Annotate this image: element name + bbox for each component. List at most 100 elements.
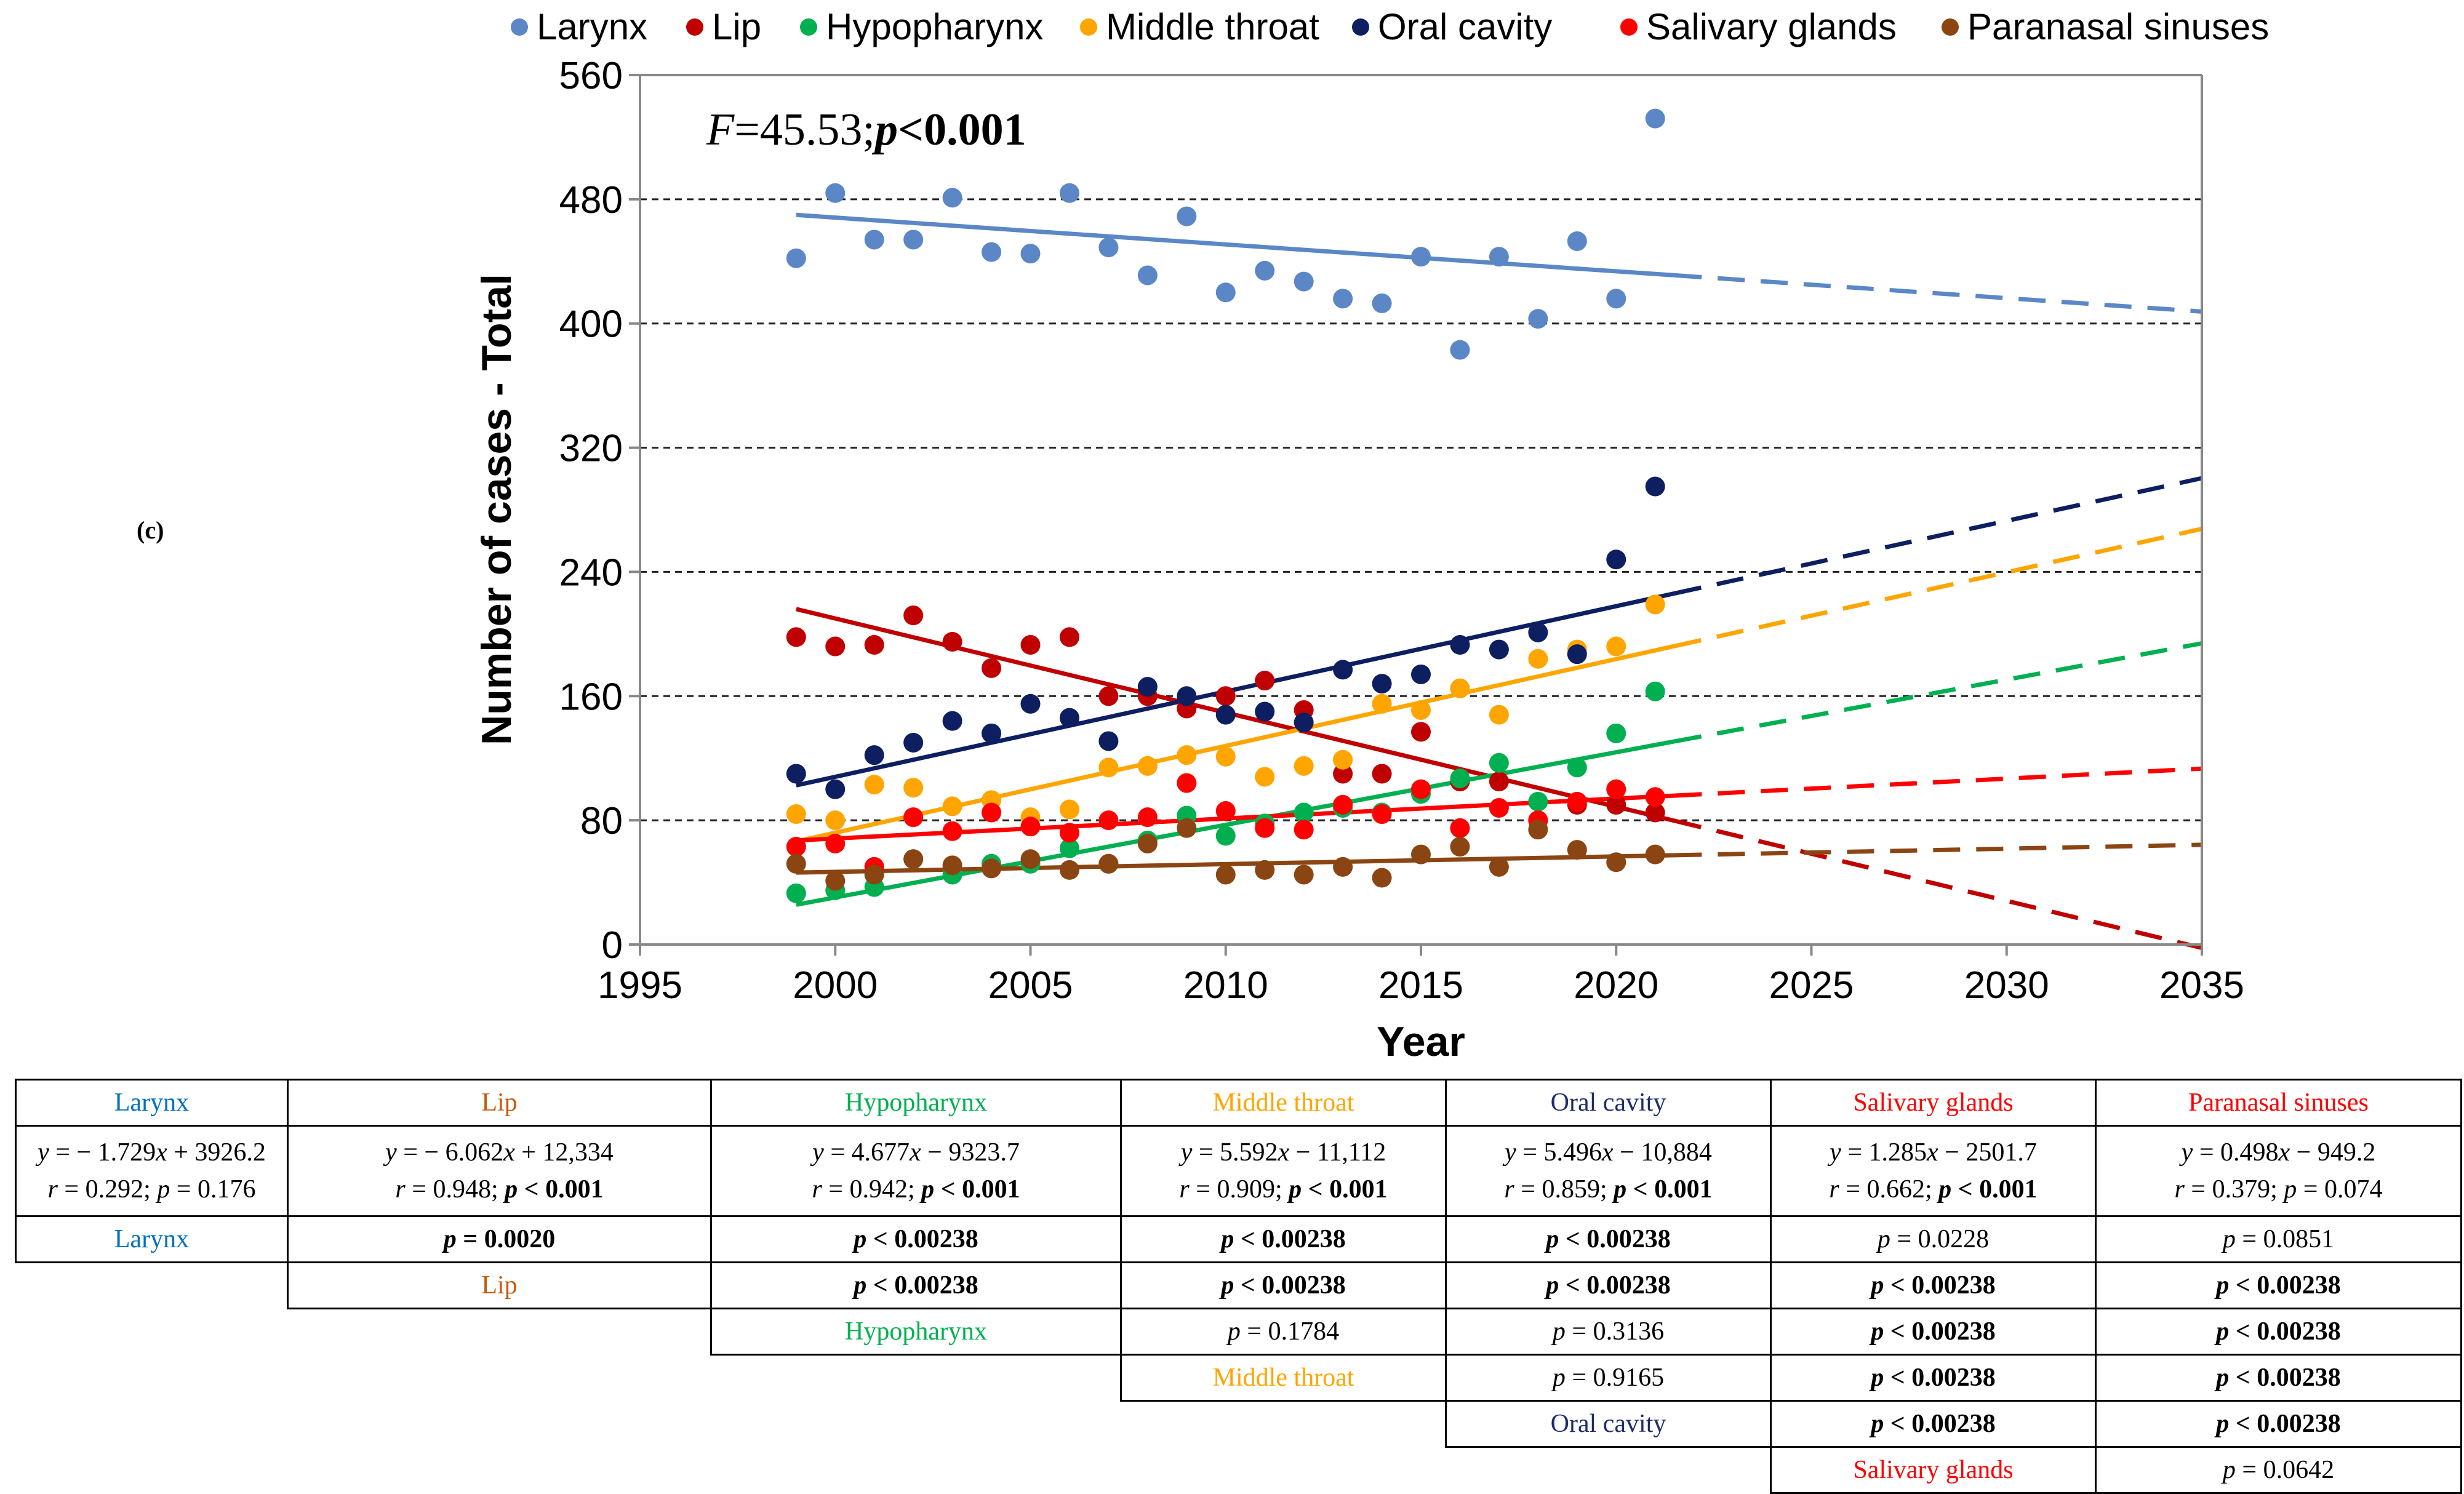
header-middle-throat: Middle throat xyxy=(1120,1079,1447,1127)
point-larynx xyxy=(1137,265,1158,286)
point-larynx xyxy=(1215,282,1236,303)
point-lip xyxy=(1606,794,1626,815)
empty-cell xyxy=(288,1355,711,1401)
chart-points xyxy=(786,108,1665,903)
chart-gridlines xyxy=(640,198,2202,821)
point-lip xyxy=(1098,686,1119,706)
regression-cell-oral-cavity: y = 5.496x − 10,884 r = 0.859; p < 0.001 xyxy=(1445,1125,1772,1217)
row-label-lip: Lip xyxy=(287,1261,712,1309)
point-middle-throat xyxy=(942,796,962,817)
pairwise-p-value: p = 0.0642 xyxy=(2095,1446,2462,1494)
point-salivary-glands xyxy=(1177,773,1197,793)
point-paranasal-sinuses xyxy=(1177,818,1197,838)
forecast-line-larynx xyxy=(1674,273,2202,314)
point-paranasal-sinuses xyxy=(1215,865,1236,885)
point-middle-throat xyxy=(1450,678,1470,698)
y-tick-label: 320 xyxy=(559,428,623,470)
y-tick-label: 400 xyxy=(559,303,623,346)
point-middle-throat xyxy=(1294,756,1314,776)
point-paranasal-sinuses xyxy=(1333,857,1353,877)
point-salivary-glands xyxy=(1645,787,1665,807)
point-oral-cavity xyxy=(982,723,1002,743)
point-lip xyxy=(786,627,806,647)
row-label-salivary-glands: Salivary glands xyxy=(1770,1446,2097,1494)
legend-label-salivary-glands: Salivary glands xyxy=(1646,6,1897,47)
point-oral-cavity xyxy=(786,764,806,784)
point-middle-throat xyxy=(1372,693,1392,714)
point-salivary-glands xyxy=(1137,807,1158,828)
point-oral-cavity xyxy=(1567,644,1587,665)
point-lip xyxy=(982,658,1002,678)
row-label-hypopharynx: Hypopharynx xyxy=(710,1308,1122,1356)
point-larynx xyxy=(1059,183,1079,203)
empty-cell xyxy=(288,1309,711,1355)
point-paranasal-sinuses xyxy=(1411,844,1431,865)
x-tick-label: 2030 xyxy=(1964,964,2049,1007)
point-oral-cavity xyxy=(1059,708,1079,728)
pairwise-p-value: p = 0.9165 xyxy=(1445,1354,1772,1402)
point-oral-cavity xyxy=(1137,677,1158,697)
point-middle-throat xyxy=(1098,757,1119,778)
x-axis-title: Year xyxy=(1377,1018,1465,1058)
point-paranasal-sinuses xyxy=(1372,868,1392,888)
point-oral-cavity xyxy=(1645,476,1665,497)
trend-line-middle-throat xyxy=(796,644,1676,844)
pairwise-p-value: p = 0.0020 xyxy=(287,1215,712,1263)
point-oral-cavity xyxy=(1489,639,1509,660)
row-label-middle-throat: Middle throat xyxy=(1120,1354,1447,1402)
point-lip xyxy=(942,631,962,652)
point-middle-throat xyxy=(1137,756,1158,776)
point-salivary-glands xyxy=(1098,810,1119,831)
point-larynx xyxy=(942,188,962,208)
point-larynx xyxy=(1645,108,1665,129)
forecast-line-hypopharynx xyxy=(1674,641,2202,744)
y-tick-label: 560 xyxy=(559,55,623,97)
point-lip xyxy=(1333,764,1353,784)
point-lip xyxy=(1059,627,1079,647)
point-oral-cavity xyxy=(1411,664,1431,684)
point-paranasal-sinuses xyxy=(1255,860,1275,880)
legend-label-middle-throat: Middle throat xyxy=(1106,6,1319,47)
point-larynx xyxy=(1528,309,1548,329)
f-test-annotation: F=45.53;p<0.001 xyxy=(706,105,1026,155)
legend-marker-middle-throat xyxy=(1080,18,1097,36)
trend-line-hypopharynx xyxy=(796,739,1676,907)
point-middle-throat xyxy=(1606,636,1626,657)
trend-line-oral-cavity xyxy=(796,591,1676,788)
point-salivary-glands xyxy=(1489,797,1509,818)
empty-cell xyxy=(288,1447,711,1493)
point-middle-throat xyxy=(1528,649,1548,669)
point-salivary-glands xyxy=(1255,818,1275,838)
pairwise-p-value: p < 0.00238 xyxy=(1770,1308,2097,1356)
point-hypopharynx xyxy=(1606,723,1626,743)
point-salivary-glands xyxy=(1567,791,1587,812)
empty-cell xyxy=(16,1263,288,1309)
point-middle-throat xyxy=(825,810,846,831)
point-paranasal-sinuses xyxy=(786,853,806,874)
point-paranasal-sinuses xyxy=(864,865,884,885)
point-hypopharynx xyxy=(1059,838,1079,858)
empty-cell xyxy=(1121,1401,1446,1447)
point-larynx xyxy=(1567,231,1587,251)
empty-cell xyxy=(16,1447,288,1493)
forecast-line-lip xyxy=(1674,818,2202,950)
pairwise-p-value: p = 0.0228 xyxy=(1770,1215,2097,1263)
regression-cell-salivary-glands: y = 1.285x − 2501.7 r = 0.662; p < 0.001 xyxy=(1770,1125,2097,1217)
pairwise-p-value: p = 0.3136 xyxy=(1445,1308,1772,1356)
empty-cell xyxy=(1446,1447,1771,1493)
header-lip: Lip xyxy=(287,1079,712,1127)
point-paranasal-sinuses xyxy=(825,871,846,891)
point-salivary-glands xyxy=(1606,779,1626,799)
x-tick-label: 2015 xyxy=(1378,964,1463,1007)
pairwise-p-value: p < 0.00238 xyxy=(1445,1215,1772,1263)
point-salivary-glands xyxy=(1294,820,1314,840)
point-salivary-glands xyxy=(825,833,846,853)
pairwise-p-value: p < 0.00238 xyxy=(2095,1261,2462,1309)
point-larynx xyxy=(1372,293,1392,313)
y-tick-label: 160 xyxy=(559,676,623,718)
point-larynx xyxy=(1294,271,1314,292)
point-hypopharynx xyxy=(1528,791,1548,812)
regression-cell-larynx: y = − 1.729x + 3926.2 r = 0.292; p = 0.17… xyxy=(15,1125,289,1217)
point-lip xyxy=(1372,764,1392,784)
legend-label-oral-cavity: Oral cavity xyxy=(1378,6,1552,47)
